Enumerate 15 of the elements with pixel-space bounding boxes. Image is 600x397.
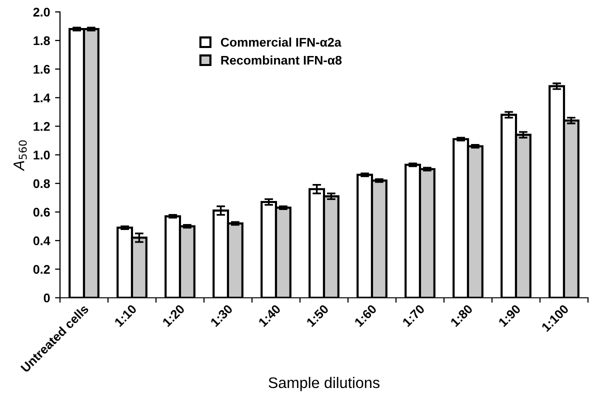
x-axis-title: Sample dilutions [268,376,380,392]
y-tick-label: 1.2 [34,122,50,131]
y-tick-label: 0.8 [33,179,50,188]
y-tick-label: 0.4 [33,236,50,246]
y-tick-label: 0 [44,294,50,302]
y-axis-title: A$_{560}$ [14,140,27,172]
legend-label: Commercial IFN-α2a [220,38,342,47]
y-tick-label: 1.6 [34,64,50,74]
y-tick-label: 1.0 [34,150,50,160]
y-tick-label: 1.4 [34,94,50,102]
y-tick-label: 0.2 [33,264,50,274]
y-tick-label: 1.8 [34,36,50,46]
legend-label: Recombinant IFN-α8 [221,55,342,65]
y-tick-label: 2.0 [33,8,50,17]
y-tick-label: 0.6 [33,208,50,217]
